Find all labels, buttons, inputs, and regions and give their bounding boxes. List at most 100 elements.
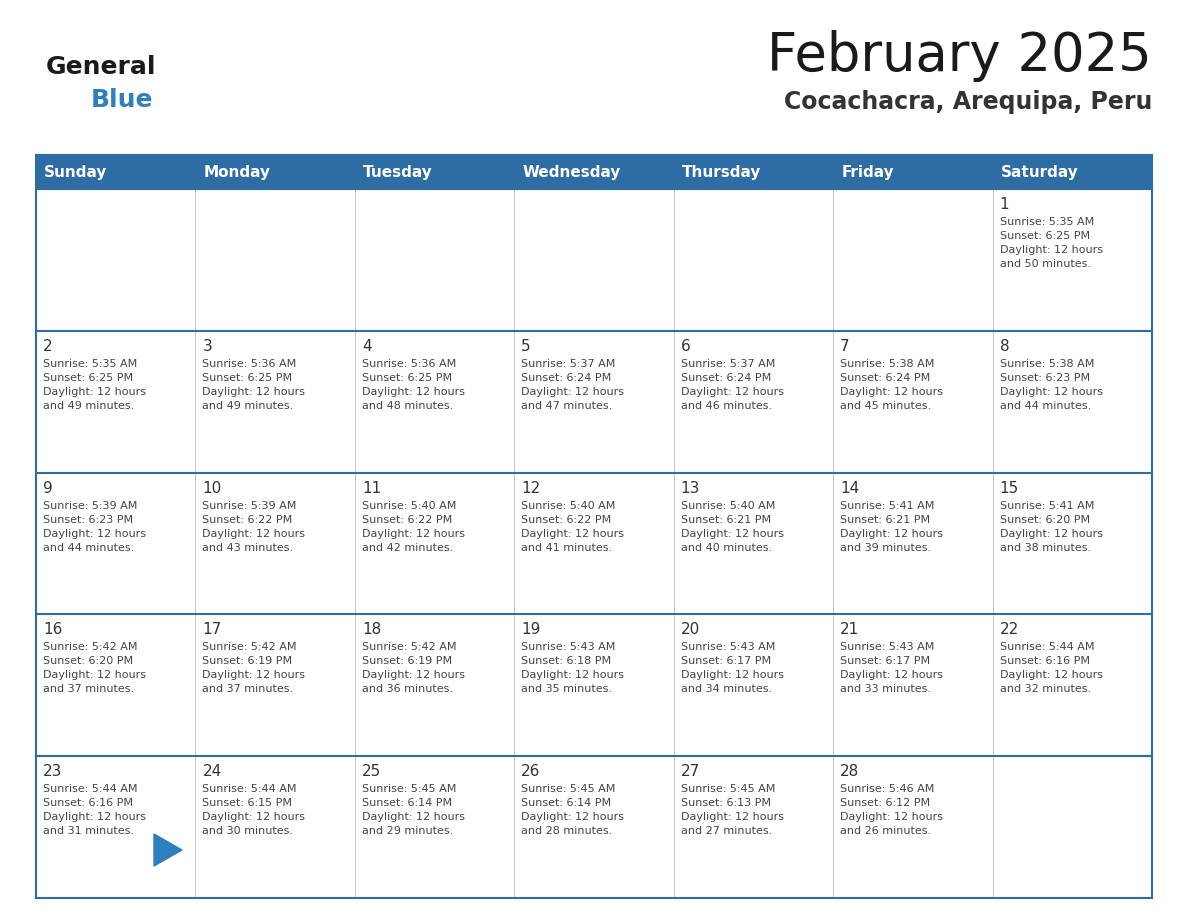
Text: 14: 14 [840, 481, 859, 496]
Text: 3: 3 [202, 339, 213, 353]
Text: February 2025: February 2025 [767, 30, 1152, 82]
Text: Sunrise: 5:42 AM
Sunset: 6:19 PM
Daylight: 12 hours
and 37 minutes.: Sunrise: 5:42 AM Sunset: 6:19 PM Dayligh… [202, 643, 305, 694]
Bar [514, 473, 674, 614]
Bar [196, 473, 355, 614]
Text: 27: 27 [681, 764, 700, 779]
Text: 26: 26 [522, 764, 541, 779]
Bar [355, 473, 514, 614]
Text: Sunrise: 5:42 AM
Sunset: 6:19 PM
Daylight: 12 hours
and 36 minutes.: Sunrise: 5:42 AM Sunset: 6:19 PM Dayligh… [362, 643, 465, 694]
Bar [514, 614, 674, 756]
Bar [833, 473, 992, 614]
Text: 25: 25 [362, 764, 381, 779]
Text: Sunrise: 5:40 AM
Sunset: 6:22 PM
Daylight: 12 hours
and 41 minutes.: Sunrise: 5:40 AM Sunset: 6:22 PM Dayligh… [522, 500, 624, 553]
Text: 13: 13 [681, 481, 700, 496]
Text: Sunrise: 5:38 AM
Sunset: 6:23 PM
Daylight: 12 hours
and 44 minutes.: Sunrise: 5:38 AM Sunset: 6:23 PM Dayligh… [999, 359, 1102, 410]
Text: 7: 7 [840, 339, 849, 353]
Text: Sunrise: 5:35 AM
Sunset: 6:25 PM
Daylight: 12 hours
and 49 minutes.: Sunrise: 5:35 AM Sunset: 6:25 PM Dayligh… [43, 359, 146, 410]
Bar [196, 756, 355, 898]
Bar [674, 473, 833, 614]
Bar [674, 189, 833, 330]
Bar [992, 473, 1152, 614]
Bar [355, 189, 514, 330]
Bar [674, 614, 833, 756]
Bar [514, 155, 674, 189]
Text: Sunrise: 5:45 AM
Sunset: 6:13 PM
Daylight: 12 hours
and 27 minutes.: Sunrise: 5:45 AM Sunset: 6:13 PM Dayligh… [681, 784, 784, 836]
Bar [992, 756, 1152, 898]
Text: 2: 2 [43, 339, 52, 353]
Text: Sunrise: 5:42 AM
Sunset: 6:20 PM
Daylight: 12 hours
and 37 minutes.: Sunrise: 5:42 AM Sunset: 6:20 PM Dayligh… [43, 643, 146, 694]
Bar [514, 189, 674, 330]
Text: Sunrise: 5:40 AM
Sunset: 6:22 PM
Daylight: 12 hours
and 42 minutes.: Sunrise: 5:40 AM Sunset: 6:22 PM Dayligh… [362, 500, 465, 553]
Bar [36, 756, 196, 898]
Bar [355, 155, 514, 189]
Text: Tuesday: Tuesday [362, 164, 432, 180]
Bar [36, 473, 196, 614]
Bar [674, 756, 833, 898]
Bar [514, 330, 674, 473]
Text: Sunrise: 5:38 AM
Sunset: 6:24 PM
Daylight: 12 hours
and 45 minutes.: Sunrise: 5:38 AM Sunset: 6:24 PM Dayligh… [840, 359, 943, 410]
Text: 15: 15 [999, 481, 1019, 496]
Bar [833, 330, 992, 473]
Text: 18: 18 [362, 622, 381, 637]
Text: 22: 22 [999, 622, 1019, 637]
Text: 10: 10 [202, 481, 222, 496]
Text: Sunrise: 5:40 AM
Sunset: 6:21 PM
Daylight: 12 hours
and 40 minutes.: Sunrise: 5:40 AM Sunset: 6:21 PM Dayligh… [681, 500, 784, 553]
Text: 16: 16 [43, 622, 63, 637]
Bar [355, 614, 514, 756]
Text: Sunrise: 5:37 AM
Sunset: 6:24 PM
Daylight: 12 hours
and 47 minutes.: Sunrise: 5:37 AM Sunset: 6:24 PM Dayligh… [522, 359, 624, 410]
Text: General: General [46, 55, 157, 79]
Bar [36, 614, 196, 756]
Text: Monday: Monday [203, 164, 271, 180]
Text: Sunrise: 5:39 AM
Sunset: 6:23 PM
Daylight: 12 hours
and 44 minutes.: Sunrise: 5:39 AM Sunset: 6:23 PM Dayligh… [43, 500, 146, 553]
Text: Sunrise: 5:44 AM
Sunset: 6:16 PM
Daylight: 12 hours
and 31 minutes.: Sunrise: 5:44 AM Sunset: 6:16 PM Dayligh… [43, 784, 146, 836]
Bar [992, 614, 1152, 756]
Text: 8: 8 [999, 339, 1009, 353]
Bar [196, 330, 355, 473]
Text: 23: 23 [43, 764, 63, 779]
Text: Sunrise: 5:41 AM
Sunset: 6:20 PM
Daylight: 12 hours
and 38 minutes.: Sunrise: 5:41 AM Sunset: 6:20 PM Dayligh… [999, 500, 1102, 553]
Text: Sunrise: 5:39 AM
Sunset: 6:22 PM
Daylight: 12 hours
and 43 minutes.: Sunrise: 5:39 AM Sunset: 6:22 PM Dayligh… [202, 500, 305, 553]
Text: Sunrise: 5:45 AM
Sunset: 6:14 PM
Daylight: 12 hours
and 29 minutes.: Sunrise: 5:45 AM Sunset: 6:14 PM Dayligh… [362, 784, 465, 836]
Text: 17: 17 [202, 622, 222, 637]
Bar [196, 614, 355, 756]
Bar [833, 189, 992, 330]
Text: 24: 24 [202, 764, 222, 779]
Text: Sunrise: 5:37 AM
Sunset: 6:24 PM
Daylight: 12 hours
and 46 minutes.: Sunrise: 5:37 AM Sunset: 6:24 PM Dayligh… [681, 359, 784, 410]
Text: Sunrise: 5:46 AM
Sunset: 6:12 PM
Daylight: 12 hours
and 26 minutes.: Sunrise: 5:46 AM Sunset: 6:12 PM Dayligh… [840, 784, 943, 836]
Bar [674, 330, 833, 473]
Bar [36, 155, 196, 189]
Bar [833, 756, 992, 898]
Text: Friday: Friday [841, 164, 893, 180]
Bar [833, 155, 992, 189]
Bar [355, 756, 514, 898]
Bar [36, 189, 196, 330]
Bar [992, 155, 1152, 189]
Bar [833, 614, 992, 756]
Text: 1: 1 [999, 197, 1009, 212]
Text: 20: 20 [681, 622, 700, 637]
Text: 11: 11 [362, 481, 381, 496]
Text: Wednesday: Wednesday [523, 164, 620, 180]
Text: Thursday: Thursday [682, 164, 762, 180]
Text: 21: 21 [840, 622, 859, 637]
Text: Saturday: Saturday [1000, 164, 1079, 180]
Bar [196, 189, 355, 330]
Text: Sunrise: 5:43 AM
Sunset: 6:17 PM
Daylight: 12 hours
and 33 minutes.: Sunrise: 5:43 AM Sunset: 6:17 PM Dayligh… [840, 643, 943, 694]
Text: 12: 12 [522, 481, 541, 496]
Text: Sunrise: 5:41 AM
Sunset: 6:21 PM
Daylight: 12 hours
and 39 minutes.: Sunrise: 5:41 AM Sunset: 6:21 PM Dayligh… [840, 500, 943, 553]
Text: Cocachacra, Arequipa, Peru: Cocachacra, Arequipa, Peru [784, 90, 1152, 114]
Text: 6: 6 [681, 339, 690, 353]
Polygon shape [154, 834, 182, 866]
Text: Blue: Blue [91, 88, 153, 112]
Text: 28: 28 [840, 764, 859, 779]
Text: 9: 9 [43, 481, 52, 496]
Bar [674, 155, 833, 189]
Text: 19: 19 [522, 622, 541, 637]
Text: Sunrise: 5:44 AM
Sunset: 6:16 PM
Daylight: 12 hours
and 32 minutes.: Sunrise: 5:44 AM Sunset: 6:16 PM Dayligh… [999, 643, 1102, 694]
Text: Sunrise: 5:43 AM
Sunset: 6:18 PM
Daylight: 12 hours
and 35 minutes.: Sunrise: 5:43 AM Sunset: 6:18 PM Dayligh… [522, 643, 624, 694]
Text: Sunrise: 5:35 AM
Sunset: 6:25 PM
Daylight: 12 hours
and 50 minutes.: Sunrise: 5:35 AM Sunset: 6:25 PM Dayligh… [999, 217, 1102, 269]
Bar [36, 330, 196, 473]
Text: Sunrise: 5:45 AM
Sunset: 6:14 PM
Daylight: 12 hours
and 28 minutes.: Sunrise: 5:45 AM Sunset: 6:14 PM Dayligh… [522, 784, 624, 836]
Text: Sunrise: 5:43 AM
Sunset: 6:17 PM
Daylight: 12 hours
and 34 minutes.: Sunrise: 5:43 AM Sunset: 6:17 PM Dayligh… [681, 643, 784, 694]
Bar [514, 756, 674, 898]
